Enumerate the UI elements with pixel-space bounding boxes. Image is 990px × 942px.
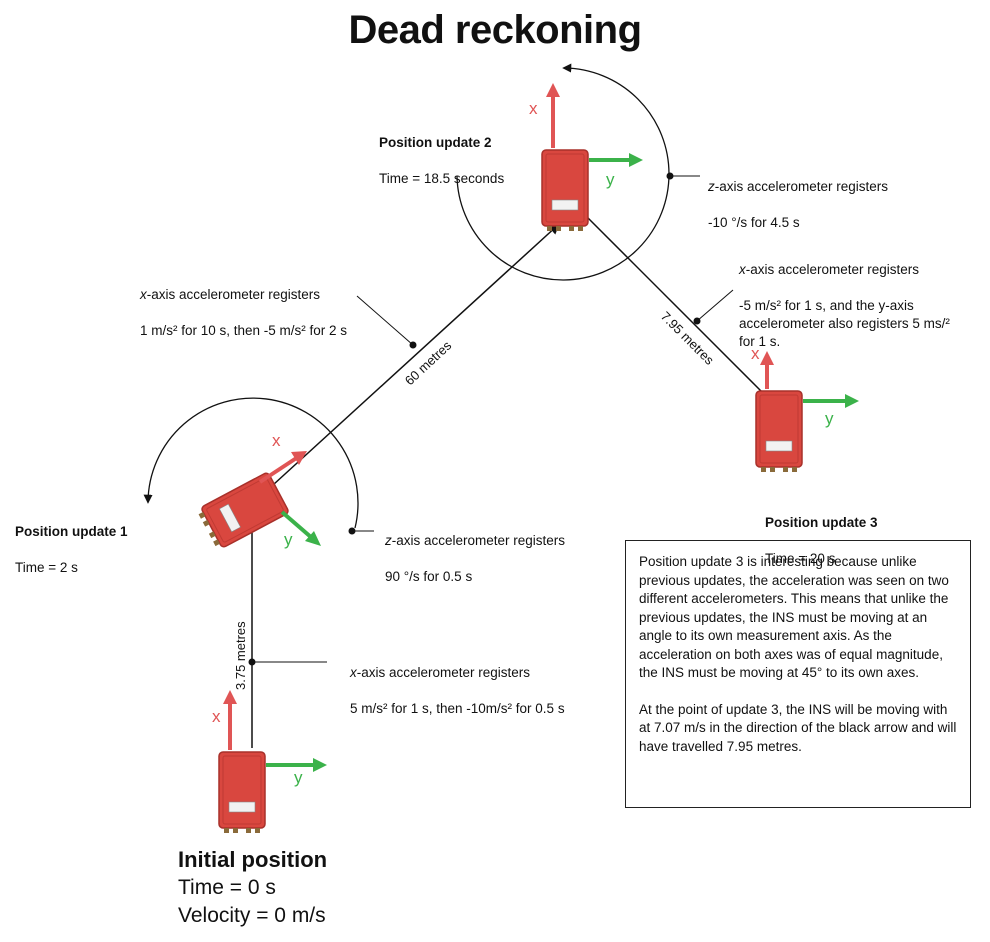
accel-note-4-line: z-axis accelerometer registers [708,178,888,196]
accel-note-1: x-axis accelerometer registers 5 m/s² fo… [350,646,565,736]
rotation-arc-1 [143,397,359,529]
y-axis-label-initial: y [294,768,303,787]
update-2-heading: Position update 2 [379,135,492,150]
leader-dot-5 [693,317,701,325]
accel-note-3-line: x-axis accelerometer registers [140,286,347,304]
update-1-time: Time = 2 s [15,560,78,575]
accel-note-3: x-axis accelerometer registers 1 m/s² fo… [140,268,347,358]
accel-note-2: z-axis accelerometer registers 90 °/s fo… [385,514,565,604]
distance-label-1: 3.75 metres [233,621,248,690]
x-axis-label-update-1: x [272,431,281,450]
explanation-box: Position update 3 is interesting because… [625,540,971,808]
accel-note-2-text: -axis accelerometer registers [391,533,566,548]
accel-note-1-detail: 5 m/s² for 1 s, then -10m/s² for 0.5 s [350,701,565,716]
path-segment-3 [584,214,782,412]
update-2-time: Time = 18.5 seconds [379,171,505,186]
accel-note-1-axis: x [350,665,357,680]
accel-note-1-line: x-axis accelerometer registers [350,664,565,682]
page-title: Dead reckoning [348,8,642,52]
leader-dot-4 [666,172,674,180]
accel-note-5: x-axis accelerometer registers -5 m/s² f… [739,243,950,369]
accel-note-2-line: z-axis accelerometer registers [385,532,565,550]
accel-note-2-axis: z [385,533,392,548]
update-3-heading: Position update 3 [765,515,878,530]
accel-note-3-text: -axis accelerometer registers [146,287,321,302]
update-2-label: Position update 2 Time = 18.5 seconds [379,116,504,206]
device-update-2 [541,83,643,232]
device-initial [218,690,327,834]
x-axis-label-update-2: x [529,99,538,118]
accel-note-3-axis: x [140,287,147,302]
x-axis-label-update-3: x [751,344,760,363]
y-axis-label-update-3: y [825,409,834,428]
y-axis-label-update-1: y [284,530,293,549]
initial-velocity: Velocity = 0 m/s [178,904,326,927]
leader-dot-3 [409,341,417,349]
accel-note-4-detail: -10 °/s for 4.5 s [708,215,800,230]
accel-note-5-line: x-axis accelerometer registers [739,261,950,279]
leader-dot-1 [248,658,256,666]
explanation-paragraph-2: At the point of update 3, the INS will b… [639,701,957,754]
axes-update-1 [258,451,321,546]
explanation-paragraph-1: Position update 3 is interesting because… [639,554,949,680]
path-segment-2 [261,223,560,496]
accel-note-4-axis: z [708,179,715,194]
rotation-arc-2 [456,63,670,281]
update-1-label: Position update 1 Time = 2 s [15,505,128,595]
accel-note-5-axis: x [739,262,746,277]
accel-note-5-text: -axis accelerometer registers [745,262,920,277]
initial-time: Time = 0 s [178,876,276,899]
leader-line-5 [696,289,734,322]
accel-note-4-text: -axis accelerometer registers [714,179,889,194]
accel-note-5-detail: -5 m/s² for 1 s, and the y-axis accelero… [739,298,950,349]
update-1-heading: Position update 1 [15,524,128,539]
update-3-time: Time = 20 s [765,551,836,566]
device-update-3 [755,351,859,473]
leader-line-3 [356,295,414,346]
accel-note-3-detail: 1 m/s² for 10 s, then -5 m/s² for 2 s [140,323,348,338]
initial-position-heading: Initial position [178,847,328,872]
x-axis-label-initial: x [212,707,221,726]
y-axis-label-update-2: y [606,170,615,189]
update-3-label: Position update 3 Time = 20 s [765,496,878,586]
accel-note-1-text: -axis accelerometer registers [356,665,531,680]
leader-dot-2 [348,527,356,535]
accel-note-4: z-axis accelerometer registers -10 °/s f… [708,160,888,250]
accel-note-2-detail: 90 °/s for 0.5 s [385,569,473,584]
